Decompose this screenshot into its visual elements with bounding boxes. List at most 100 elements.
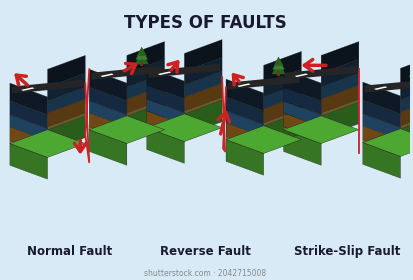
- Polygon shape: [126, 102, 164, 137]
- Text: Normal Fault: Normal Fault: [27, 246, 112, 258]
- Polygon shape: [184, 57, 221, 85]
- Polygon shape: [146, 125, 184, 142]
- Bar: [276, 71, 280, 76]
- Polygon shape: [320, 85, 358, 113]
- Polygon shape: [126, 73, 164, 99]
- Polygon shape: [126, 41, 164, 73]
- Polygon shape: [146, 85, 184, 113]
- Polygon shape: [294, 73, 307, 77]
- Polygon shape: [283, 116, 358, 144]
- Polygon shape: [146, 114, 221, 142]
- Polygon shape: [273, 57, 283, 66]
- Polygon shape: [47, 113, 85, 130]
- Polygon shape: [225, 111, 263, 137]
- Polygon shape: [126, 59, 164, 87]
- Polygon shape: [263, 69, 301, 97]
- Polygon shape: [283, 69, 320, 101]
- Polygon shape: [283, 113, 320, 141]
- Polygon shape: [263, 95, 301, 123]
- Polygon shape: [225, 79, 263, 111]
- Polygon shape: [89, 113, 126, 141]
- Polygon shape: [283, 87, 320, 115]
- Polygon shape: [184, 100, 221, 136]
- Polygon shape: [225, 126, 301, 153]
- Polygon shape: [399, 54, 413, 86]
- Polygon shape: [263, 112, 301, 148]
- Polygon shape: [237, 83, 250, 87]
- Polygon shape: [225, 123, 263, 150]
- Text: Reverse Fault: Reverse Fault: [159, 246, 250, 258]
- Polygon shape: [408, 64, 413, 77]
- Polygon shape: [399, 72, 413, 100]
- Polygon shape: [10, 141, 47, 157]
- Polygon shape: [135, 52, 148, 64]
- Text: shutterstock.com · 2042715008: shutterstock.com · 2042715008: [144, 269, 266, 278]
- Polygon shape: [10, 144, 47, 179]
- Polygon shape: [10, 115, 47, 141]
- Polygon shape: [126, 99, 164, 116]
- Polygon shape: [362, 129, 413, 157]
- Polygon shape: [225, 139, 263, 175]
- Polygon shape: [10, 83, 47, 115]
- Polygon shape: [89, 101, 126, 127]
- Polygon shape: [146, 128, 184, 163]
- Polygon shape: [47, 87, 85, 113]
- Polygon shape: [225, 97, 263, 125]
- Polygon shape: [146, 99, 184, 125]
- Polygon shape: [10, 130, 85, 157]
- Polygon shape: [408, 61, 413, 73]
- Polygon shape: [362, 100, 399, 128]
- Text: Strike-Slip Fault: Strike-Slip Fault: [293, 246, 399, 258]
- Polygon shape: [320, 41, 358, 73]
- Polygon shape: [373, 86, 387, 90]
- Polygon shape: [272, 58, 284, 69]
- Polygon shape: [184, 97, 221, 114]
- Polygon shape: [263, 83, 301, 109]
- Polygon shape: [364, 79, 413, 93]
- Polygon shape: [320, 102, 358, 137]
- Polygon shape: [10, 101, 47, 129]
- Polygon shape: [47, 55, 85, 87]
- Polygon shape: [228, 76, 299, 90]
- Polygon shape: [399, 98, 413, 126]
- Polygon shape: [283, 130, 320, 165]
- Polygon shape: [47, 99, 85, 127]
- Polygon shape: [47, 73, 85, 101]
- Polygon shape: [136, 47, 146, 56]
- Text: TYPES OF FAULTS: TYPES OF FAULTS: [123, 14, 286, 32]
- Polygon shape: [89, 69, 126, 101]
- Polygon shape: [362, 114, 399, 139]
- Polygon shape: [271, 62, 285, 74]
- Polygon shape: [47, 116, 85, 151]
- Polygon shape: [362, 139, 399, 157]
- Polygon shape: [135, 48, 147, 60]
- Polygon shape: [285, 66, 356, 80]
- Polygon shape: [146, 67, 184, 99]
- Polygon shape: [399, 112, 413, 129]
- Polygon shape: [158, 71, 171, 75]
- Polygon shape: [362, 126, 399, 153]
- Polygon shape: [399, 115, 413, 150]
- Polygon shape: [263, 109, 301, 126]
- Polygon shape: [146, 111, 184, 139]
- Polygon shape: [89, 127, 126, 144]
- Polygon shape: [184, 39, 221, 71]
- Polygon shape: [89, 130, 126, 165]
- Polygon shape: [409, 60, 413, 69]
- Polygon shape: [89, 87, 126, 115]
- Polygon shape: [362, 82, 399, 114]
- Polygon shape: [320, 59, 358, 87]
- Polygon shape: [225, 137, 263, 153]
- Polygon shape: [10, 127, 47, 154]
- Polygon shape: [21, 87, 34, 91]
- Polygon shape: [399, 86, 413, 112]
- Polygon shape: [89, 116, 164, 144]
- Polygon shape: [320, 73, 358, 99]
- Polygon shape: [184, 71, 221, 97]
- Polygon shape: [12, 80, 83, 94]
- Polygon shape: [283, 101, 320, 127]
- Polygon shape: [283, 127, 320, 144]
- Polygon shape: [100, 73, 114, 77]
- Polygon shape: [91, 66, 162, 80]
- Polygon shape: [263, 52, 301, 83]
